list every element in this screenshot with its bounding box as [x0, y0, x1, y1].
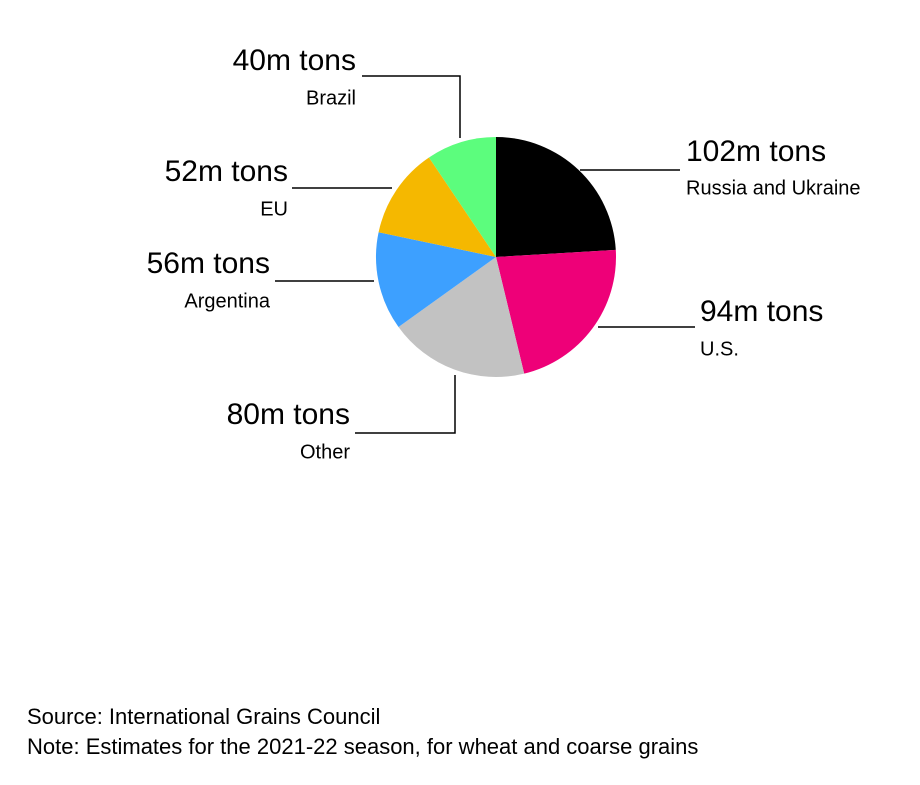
- pie-slice: [376, 232, 496, 327]
- pie-slice: [496, 249, 616, 374]
- pie-slice: [398, 257, 525, 377]
- leader-line: [362, 75, 461, 138]
- value-label: 40m tons: [233, 44, 356, 77]
- source: Source: International Grains Council: [27, 704, 380, 729]
- category-label: U.S.: [700, 338, 739, 360]
- note: Note: Estimates for the 2021-22 season, …: [27, 734, 698, 759]
- value-label: 80m tons: [227, 398, 350, 431]
- value-label: 102m tons: [686, 135, 826, 168]
- category-label: Russia and Ukraine: [686, 177, 861, 199]
- category-label: EU: [260, 198, 288, 220]
- category-label: Other: [300, 441, 350, 463]
- category-label: Argentina: [184, 290, 270, 312]
- value-label: 94m tons: [700, 295, 823, 328]
- pie-slice: [428, 137, 496, 257]
- value-label: 56m tons: [147, 247, 270, 280]
- value-label: 52m tons: [165, 155, 288, 188]
- pie-slice: [378, 157, 496, 257]
- category-label: Brazil: [306, 87, 356, 109]
- pie-slice: [496, 137, 616, 257]
- leader-line: [355, 375, 456, 434]
